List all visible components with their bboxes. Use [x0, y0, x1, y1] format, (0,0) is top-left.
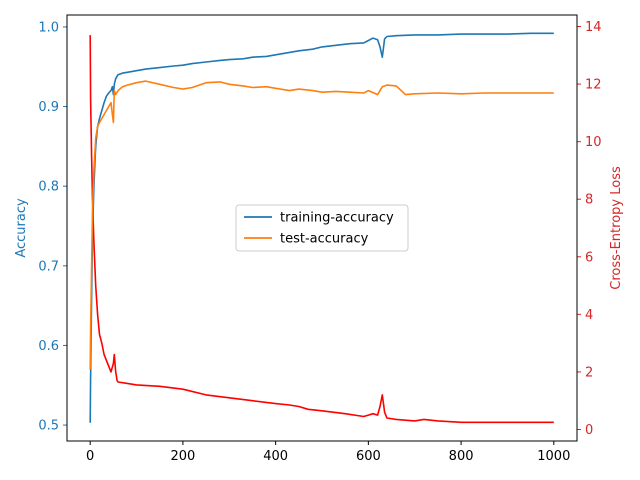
legend-box [235, 204, 409, 252]
right-tick-label: 10 [585, 135, 602, 150]
legend-label: test-accuracy [280, 232, 369, 247]
legend-label: training-accuracy [280, 211, 394, 226]
right-axis-title: Cross-Entropy Loss [609, 166, 624, 290]
series-line-training-accuracy [89, 32, 554, 423]
left-axis: 0.5 0.6 0.7 0.8 0.9 1.0 Accuracy [14, 20, 67, 434]
series-line-test-accuracy [89, 80, 554, 370]
right-tick-label: 0 [585, 423, 593, 438]
left-tick-label: 0.8 [38, 180, 59, 195]
left-tick-label: 0.9 [38, 100, 59, 115]
x-tick-label: 1000 [537, 449, 570, 464]
right-tick-label: 2 [585, 365, 593, 380]
left-tick-label: 0.6 [38, 339, 59, 354]
right-tick-label: 4 [585, 308, 593, 323]
x-tick-label: 600 [356, 449, 381, 464]
x-axis: 0 200 400 600 800 1000 [86, 441, 570, 464]
right-tick-label: 14 [585, 20, 602, 35]
right-tick-label: 8 [585, 193, 593, 208]
left-tick-label: 1.0 [38, 20, 59, 35]
right-tick-label: 12 [585, 78, 602, 93]
series-line-loss [89, 35, 554, 424]
left-tick-label: 0.5 [38, 419, 59, 434]
left-axis-title: Accuracy [14, 198, 29, 258]
x-tick-label: 0 [86, 449, 94, 464]
plot-frame [66, 14, 578, 442]
left-tick-label: 0.7 [38, 259, 59, 274]
right-axis: 0 2 4 6 8 10 12 14 Cross-Entropy Loss [577, 20, 624, 438]
x-tick-label: 800 [449, 449, 474, 464]
legend: training-accuracy test-accuracy [235, 204, 409, 252]
x-tick-label: 200 [170, 449, 195, 464]
x-tick-label: 400 [263, 449, 288, 464]
right-tick-label: 6 [585, 250, 593, 265]
plot-layer [89, 32, 554, 424]
